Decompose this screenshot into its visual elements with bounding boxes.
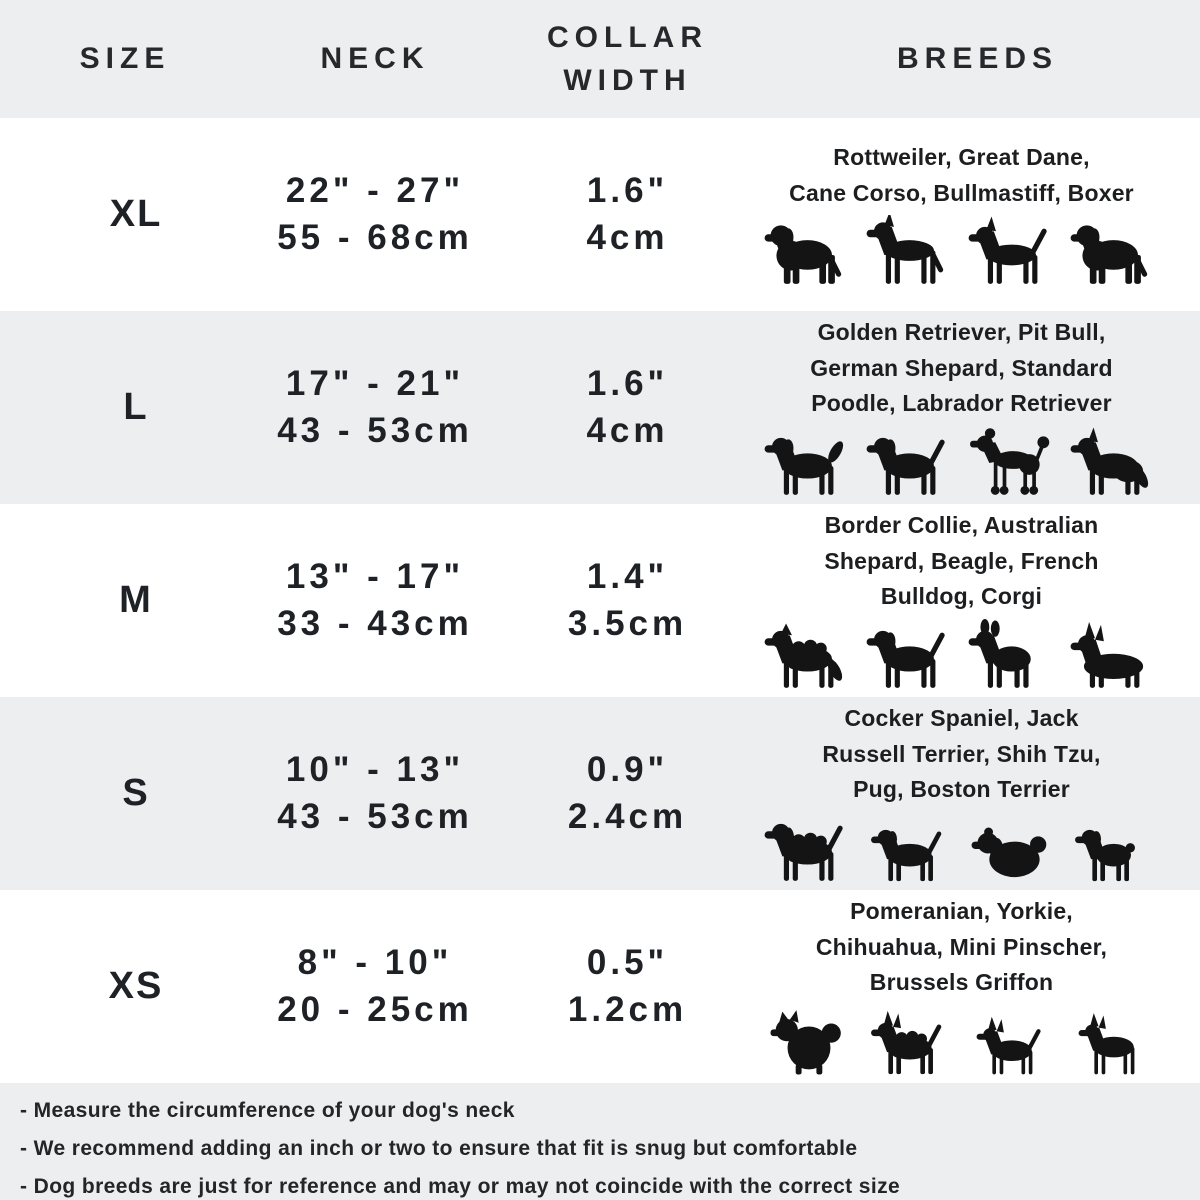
bullmastiff-icon [1070, 225, 1147, 284]
collar-width-measurement: 0.9" 2.4cm [567, 750, 688, 836]
header-collar-width: COLLAR WIDTH [547, 20, 708, 98]
collar-width-measurement: 1.4" 3.5cm [567, 557, 688, 643]
breed-icons [755, 618, 1168, 693]
breed-list: Cocker Spaniel, Jack Russell Terrier, Sh… [822, 705, 1101, 803]
collar-width-measurement: 1.6" 4cm [586, 364, 669, 450]
corgi-icon [1070, 621, 1143, 688]
cane-corso-icon [968, 216, 1047, 284]
shih-tzu-icon [971, 827, 1046, 877]
breed-icons [755, 1005, 1168, 1079]
header-neck: NECK [320, 42, 430, 76]
header-breeds: BREEDS [896, 42, 1059, 76]
breeds-cell: Golden Retriever, Pit Bull, German Shepa… [755, 315, 1200, 499]
min-pin-icon [1078, 1012, 1134, 1074]
breeds-cell: Border Collie, Australian Shepard, Beagl… [755, 508, 1200, 692]
table-row-s: S 10" - 13" 43 - 53cm 0.9" 2.4cm Cocker … [0, 697, 1200, 890]
jack-russell-icon [870, 829, 941, 881]
breeds-cell: Rottweiler, Great Dane, Cane Corso, Bull… [755, 140, 1200, 289]
chihuahua-icon [976, 1016, 1041, 1074]
breed-icons [755, 426, 1168, 500]
breed-icons [755, 214, 1168, 289]
labrador-icon [866, 437, 945, 495]
great-dane-icon [866, 214, 943, 284]
neck-measurement: 8" - 10" 20 - 25cm [277, 943, 473, 1029]
french-bulldog-icon [968, 618, 1031, 688]
size-label: XS [108, 965, 164, 1007]
note-recommend: - We recommend adding an inch or two to … [20, 1136, 858, 1160]
beagle-icon [866, 630, 945, 688]
header-size: SIZE [79, 42, 171, 76]
collar-width-measurement: 0.5" 1.2cm [567, 943, 688, 1029]
collar-width-measurement: 1.6" 4cm [586, 171, 669, 257]
yorkie-icon [870, 1010, 941, 1074]
table-header-row: SIZE NECK COLLAR WIDTH BREEDS [0, 0, 1200, 118]
note-measure: - Measure the circumference of your dog'… [20, 1099, 515, 1122]
breed-list: Border Collie, Australian Shepard, Beagl… [824, 512, 1099, 610]
table-row-xs: XS 8" - 10" 20 - 25cm 0.5" 1.2cm Pomeran… [0, 890, 1200, 1083]
golden-retriever-icon [764, 437, 843, 495]
breed-icons [755, 812, 1168, 886]
note-reference: - Dog breeds are just for reference and … [20, 1174, 901, 1198]
poodle-icon [969, 427, 1049, 495]
neck-measurement: 13" - 17" 33 - 43cm [277, 557, 473, 643]
german-shepherd-icon [1070, 427, 1148, 495]
neck-measurement: 22" - 27" 55 - 68cm [277, 171, 473, 257]
breed-list: Pomeranian, Yorkie, Chihuahua, Mini Pins… [815, 898, 1108, 996]
border-collie-icon [764, 623, 842, 688]
breed-list: Golden Retriever, Pit Bull, German Shepa… [810, 319, 1113, 417]
breeds-cell: Cocker Spaniel, Jack Russell Terrier, Sh… [755, 701, 1200, 885]
neck-measurement: 17" - 21" 43 - 53cm [277, 364, 473, 450]
table-row-l: L 17" - 21" 43 - 53cm 1.6" 4cm Golden Re… [0, 311, 1200, 504]
table-row-m: M 13" - 17" 33 - 43cm 1.4" 3.5cm Border … [0, 504, 1200, 697]
breeds-cell: Pomeranian, Yorkie, Chihuahua, Mini Pins… [755, 894, 1200, 1078]
pomeranian-icon [770, 1009, 841, 1075]
breed-list: Rottweiler, Great Dane, Cane Corso, Bull… [789, 144, 1134, 206]
notes-section: - Measure the circumference of your dog'… [0, 1083, 1200, 1200]
table-row-xl: XL 22" - 27" 55 - 68cm 1.6" 4cm Rottweil… [0, 118, 1200, 311]
size-label: S [122, 772, 150, 814]
size-label: M [119, 579, 153, 621]
cocker-spaniel-icon [764, 823, 843, 881]
rottweiler-icon [764, 225, 841, 284]
size-label: L [123, 386, 149, 428]
neck-measurement: 10" - 13" 43 - 53cm [277, 750, 473, 836]
size-label: XL [109, 193, 163, 235]
pug-icon [1074, 829, 1135, 881]
